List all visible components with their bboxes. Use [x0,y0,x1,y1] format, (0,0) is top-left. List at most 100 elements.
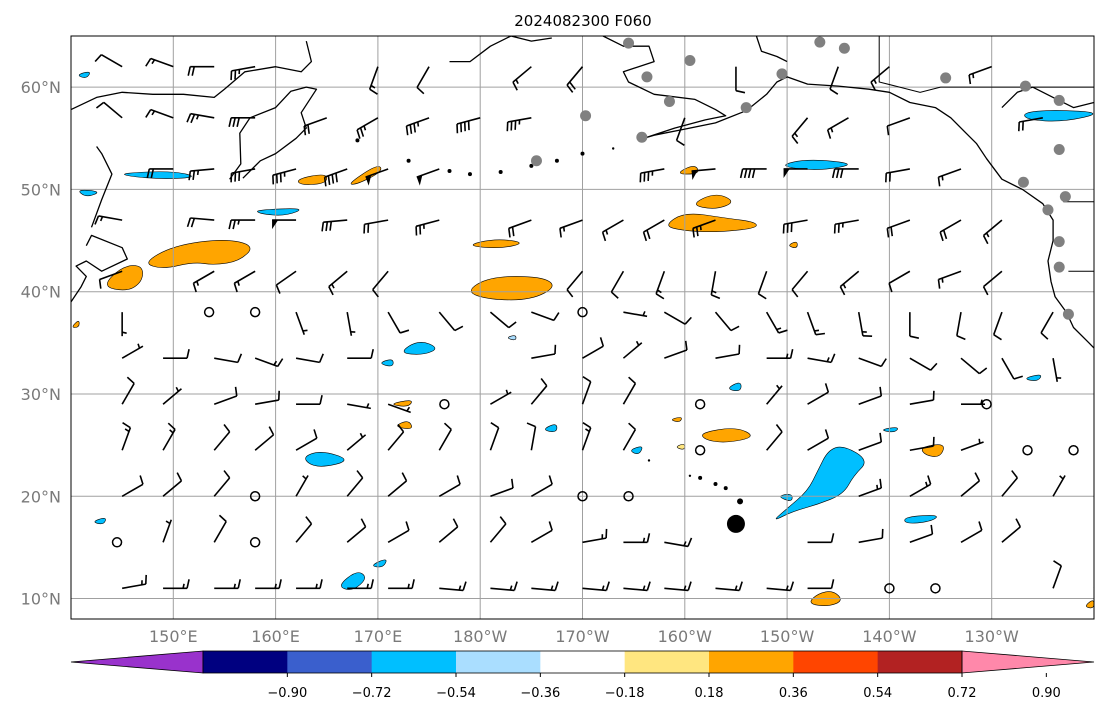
wind-barb [791,117,809,145]
barb-staff [512,66,532,83]
barb-staff [714,311,732,332]
lon-label: 160°W [658,627,713,646]
barb-flag [937,279,941,289]
barb-flag [646,581,651,591]
barb-staff [438,311,456,332]
barb-flag [548,521,553,531]
barb-flag [456,475,461,485]
barb-staff [103,101,123,119]
station-dot [1062,308,1074,320]
wind-barb [601,219,624,242]
calm-wind-circle [577,306,588,318]
barb-flag [789,581,795,591]
wind-barb [715,344,741,359]
barb-flag [835,168,840,179]
coastline [229,86,318,180]
wind-barb [960,438,984,451]
barb-staff [372,270,389,291]
barb-flag [145,58,152,67]
wind-barb [909,312,920,339]
station-dot [1053,144,1065,156]
barb-flag [605,581,610,591]
barb-staff [827,117,849,131]
station-dot [663,95,675,107]
barb-flag [454,325,464,332]
barb-staff [387,529,410,543]
barb-flag [566,289,574,298]
barb-staff [121,345,144,359]
wind-barb [490,581,518,592]
barb-half-flag [814,329,820,332]
barb-half-flag [302,475,307,480]
wind-barb [387,311,410,334]
barb-half-flag [794,132,799,138]
station-dot [776,68,788,80]
barb-staff [162,480,182,497]
wind-barb [214,579,242,590]
barb-flag [323,177,327,187]
barb-flag [743,168,748,179]
wind-barb [145,57,174,68]
barb-flag [335,172,338,183]
barb-staff [295,437,318,451]
barb-staff [162,388,182,405]
barb-half-flag [642,537,646,543]
barb-half-flag [363,125,367,131]
wind-barb [506,117,532,132]
wind-barb [415,219,440,236]
barb-staff [909,399,934,405]
barb-flag [331,174,335,184]
barb-half-flag [972,73,975,79]
barb-flag [370,349,374,359]
colorbar-label: −0.36 [520,686,560,701]
wind-barb [765,311,788,334]
wind-barb [858,357,887,368]
coastline [602,36,1094,349]
wind-barb [622,376,637,405]
wind-barb [95,101,123,119]
anomaly-patch [508,335,517,341]
barb-staff [766,587,791,592]
barb-staff [489,427,500,451]
wind-barb [272,168,297,185]
wind-barb [321,219,348,232]
barb-flag [409,124,413,134]
barb-flag [735,89,746,94]
barb-flag [188,170,192,181]
coastline [755,36,788,63]
wind-barb [833,219,859,234]
lat-label: 60°N [21,78,61,97]
colorbar-segment [203,651,288,673]
barb-flag [824,429,830,439]
barb-flag [190,218,196,228]
wind-barb [1018,117,1043,132]
colorbar: −0.90 −0.72 −0.54 −0.36 −0.18 0.18 0.36 0.54 0.7… [70,650,1095,701]
colorbar-label: −0.54 [436,686,476,701]
barb-staff [489,523,507,543]
barb-half-flag [562,226,566,232]
barb-flag [839,168,844,179]
colorbar-label: 0.36 [779,686,808,701]
barb-flag [416,86,425,95]
wind-barb [346,470,364,497]
wind-barb [1001,518,1022,543]
barb-flag [687,537,693,547]
wind-barb [295,429,318,451]
barb-flag [569,81,576,90]
barb-flag [234,386,238,397]
wind-barb [582,337,605,359]
barb-staff [416,168,440,178]
barb-half-flag [683,541,687,547]
wind-barb [490,478,514,498]
anomaly-patch [107,265,143,291]
lon-label: 150°W [760,627,815,646]
calm-wind-circle [577,491,588,502]
barb-staff [387,311,401,334]
anomaly-patch [883,427,898,433]
wind-barb [530,475,553,497]
wind-barb [870,66,890,91]
barb-staff [213,477,231,497]
barb-flag [646,533,651,543]
barb-flag [413,123,417,133]
anomaly-patch [381,359,394,367]
